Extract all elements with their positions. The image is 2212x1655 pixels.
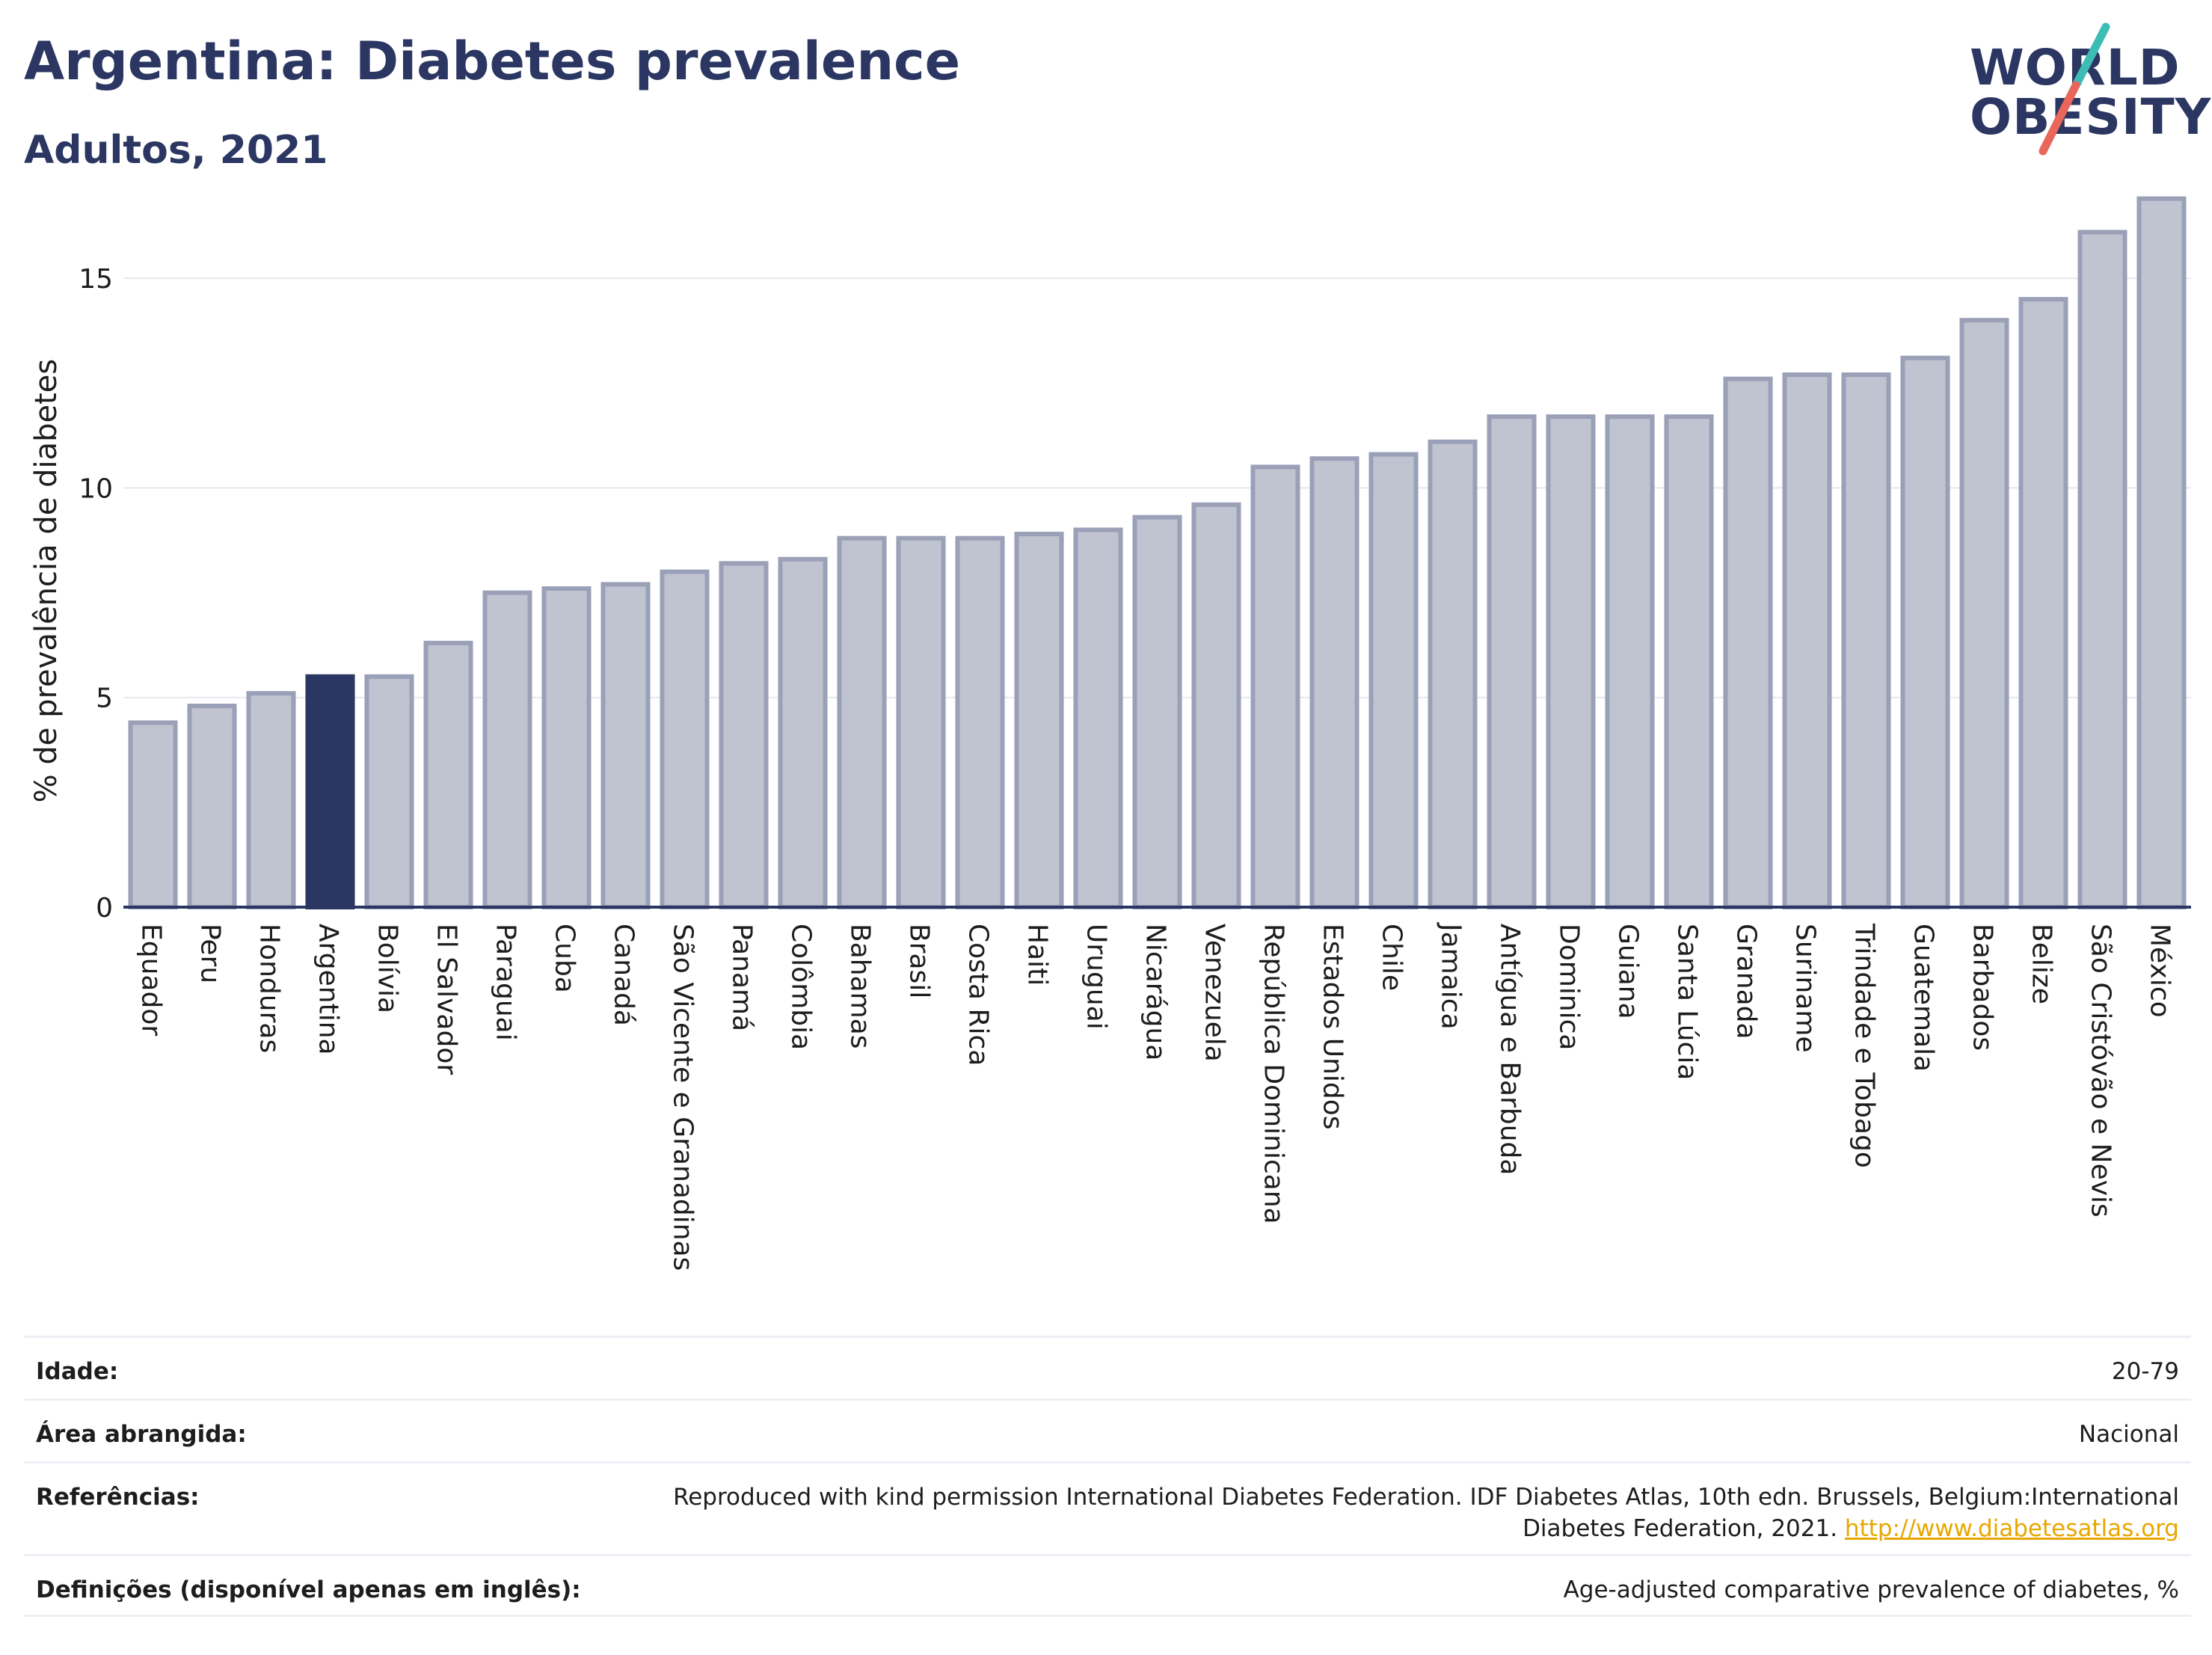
bar-são-cristóvão-e-nevis	[2077, 230, 2127, 909]
x-tick-label: Bolívia	[372, 924, 403, 1013]
x-tick-label: Cuba	[550, 924, 580, 993]
x-tick-label: Guiana	[1613, 924, 1644, 1019]
x-tick-label: Barbados	[1967, 924, 1998, 1051]
x-tick-label: Argentina	[313, 924, 344, 1055]
bar-panamá	[719, 561, 769, 909]
x-tick-label: Jamaica	[1436, 922, 1466, 1030]
x-tick-labels: Equador Peru Honduras Argentina Bolívia El Sa…	[136, 922, 2175, 1271]
bar-santa-lúcia	[1664, 414, 1714, 909]
bar-república-dominicana	[1250, 464, 1300, 910]
y-tick-label: 10	[79, 473, 113, 504]
bar-granada	[1723, 376, 1773, 910]
bar-venezuela	[1191, 502, 1241, 910]
x-tick-label: Guatemala	[1908, 924, 1939, 1072]
bar-estados-unidos	[1309, 456, 1360, 909]
x-tick-label: El Salvador	[431, 924, 462, 1075]
bar-haiti	[1014, 532, 1064, 909]
x-tick-label: Bahamas	[845, 924, 876, 1049]
x-tick-label: Brasil	[904, 924, 935, 998]
metadata-row: Referências: Reproduced with kind permiss…	[24, 1461, 2191, 1554]
x-tick-label: Equador	[136, 924, 167, 1036]
bar-chile	[1368, 452, 1419, 909]
bar-costa-rica	[955, 535, 1005, 909]
x-tick-label: Costa Rica	[963, 924, 994, 1066]
bar-bolívia	[364, 674, 414, 909]
bar-el-salvador	[423, 640, 473, 909]
bar-belize	[2018, 297, 2068, 910]
bar-peru	[187, 703, 237, 910]
x-tick-label: São Cristóvão e Nevis	[2086, 924, 2116, 1218]
metadata-key: Definições (disponível apenas em inglês)…	[36, 1576, 581, 1603]
x-tick-label: Colômbia	[786, 924, 817, 1050]
metadata-key: Idade:	[36, 1358, 119, 1385]
x-tick-label: Paraguai	[491, 924, 521, 1041]
bar-canadá	[600, 582, 651, 909]
bar-trindade-e-tobago	[1841, 372, 1891, 910]
metadata-table: Idade: 20-79 Área abrangida: Nacional Referê…	[24, 1336, 2191, 1617]
bar-bahamas	[837, 535, 887, 909]
x-tick-label: Antígua e Barbuda	[1495, 924, 1526, 1175]
y-tick-label: 5	[96, 684, 113, 714]
metadata-row: Definições (disponível apenas em inglês)…	[24, 1554, 2191, 1617]
metadata-value: Reproduced with kind permission Internat…	[673, 1484, 2179, 1542]
bar-argentina	[305, 674, 355, 909]
x-tick-label: Uruguai	[1081, 924, 1112, 1030]
x-tick-label: São Vicente e Granadinas	[668, 924, 698, 1271]
x-tick-label: Nicarágua	[1140, 924, 1171, 1060]
x-tick-label: Estados Unidos	[1318, 924, 1348, 1130]
metadata-row: Idade: 20-79	[24, 1336, 2191, 1398]
x-tick-label: Belize	[2027, 924, 2057, 1004]
x-tick-label: Canadá	[609, 924, 639, 1026]
bar-honduras	[246, 691, 296, 909]
x-tick-label: Chile	[1377, 924, 1407, 991]
bar-suriname	[1782, 372, 1832, 910]
x-tick-label: Peru	[195, 924, 226, 983]
metadata-value: Nacional	[2078, 1421, 2179, 1448]
bar-dominica	[1546, 414, 1596, 909]
world-obesity-logo: WORLD OBESITY	[1950, 22, 2211, 157]
bar-barbados	[1959, 318, 2009, 910]
bar-nicarágua	[1132, 515, 1182, 909]
bar-brasil	[896, 535, 946, 909]
x-tick-label: Trindade e Tobago	[1849, 923, 1880, 1168]
bars	[128, 196, 2187, 910]
bar-guatemala	[1900, 355, 1950, 910]
bar-chart: 0 5 10 15 Equador Peru Honduras Argentina Bolív…	[29, 196, 2191, 1271]
x-tick-label: Venezuela	[1199, 924, 1230, 1062]
metadata-key: Área abrangida:	[36, 1421, 247, 1448]
bar-guiana	[1605, 414, 1655, 909]
x-tick-label: Panamá	[727, 924, 758, 1031]
bar-uruguai	[1073, 527, 1123, 909]
x-tick-label: Santa Lúcia	[1672, 924, 1703, 1080]
x-tick-label: Granada	[1731, 924, 1762, 1040]
y-tick-labels: 0 5 10 15	[79, 264, 113, 924]
x-tick-label: República Dominicana	[1259, 924, 1289, 1224]
x-tick-label: México	[2145, 924, 2175, 1018]
x-tick-label: Suriname	[1790, 924, 1821, 1053]
x-tick-label: Dominica	[1554, 924, 1585, 1051]
metadata-value: 20-79	[2111, 1358, 2179, 1385]
bar-equador	[128, 720, 178, 910]
metadata-row: Área abrangida: Nacional	[24, 1398, 2191, 1461]
bar-antígua-e-barbuda	[1487, 414, 1537, 909]
logo-line-2: OBESITY	[1970, 88, 2212, 146]
metadata-key: Referências:	[36, 1484, 200, 1511]
page-subtitle: Adultos, 2021	[24, 128, 328, 173]
reference-link[interactable]: http://www.diabetesatlas.org	[1844, 1515, 2179, 1542]
y-axis-label: % de prevalência de diabetes	[29, 359, 64, 802]
bar-paraguai	[482, 590, 532, 909]
logo-slash-icon	[2039, 22, 2110, 156]
metadata-value: Age-adjusted comparative prevalence of d…	[1563, 1576, 2179, 1603]
bar-cuba	[541, 586, 592, 909]
x-tick-label: Honduras	[254, 924, 285, 1053]
bar-são-vicente-e-granadinas	[660, 569, 710, 909]
bar-jamaica	[1428, 439, 1478, 909]
y-tick-label: 15	[79, 264, 113, 295]
y-tick-label: 0	[96, 893, 113, 924]
page-title: Argentina: Diabetes prevalence	[24, 31, 961, 92]
x-tick-label: Haiti	[1022, 924, 1053, 986]
bar-colômbia	[778, 556, 828, 909]
bar-méxico	[2136, 196, 2187, 909]
